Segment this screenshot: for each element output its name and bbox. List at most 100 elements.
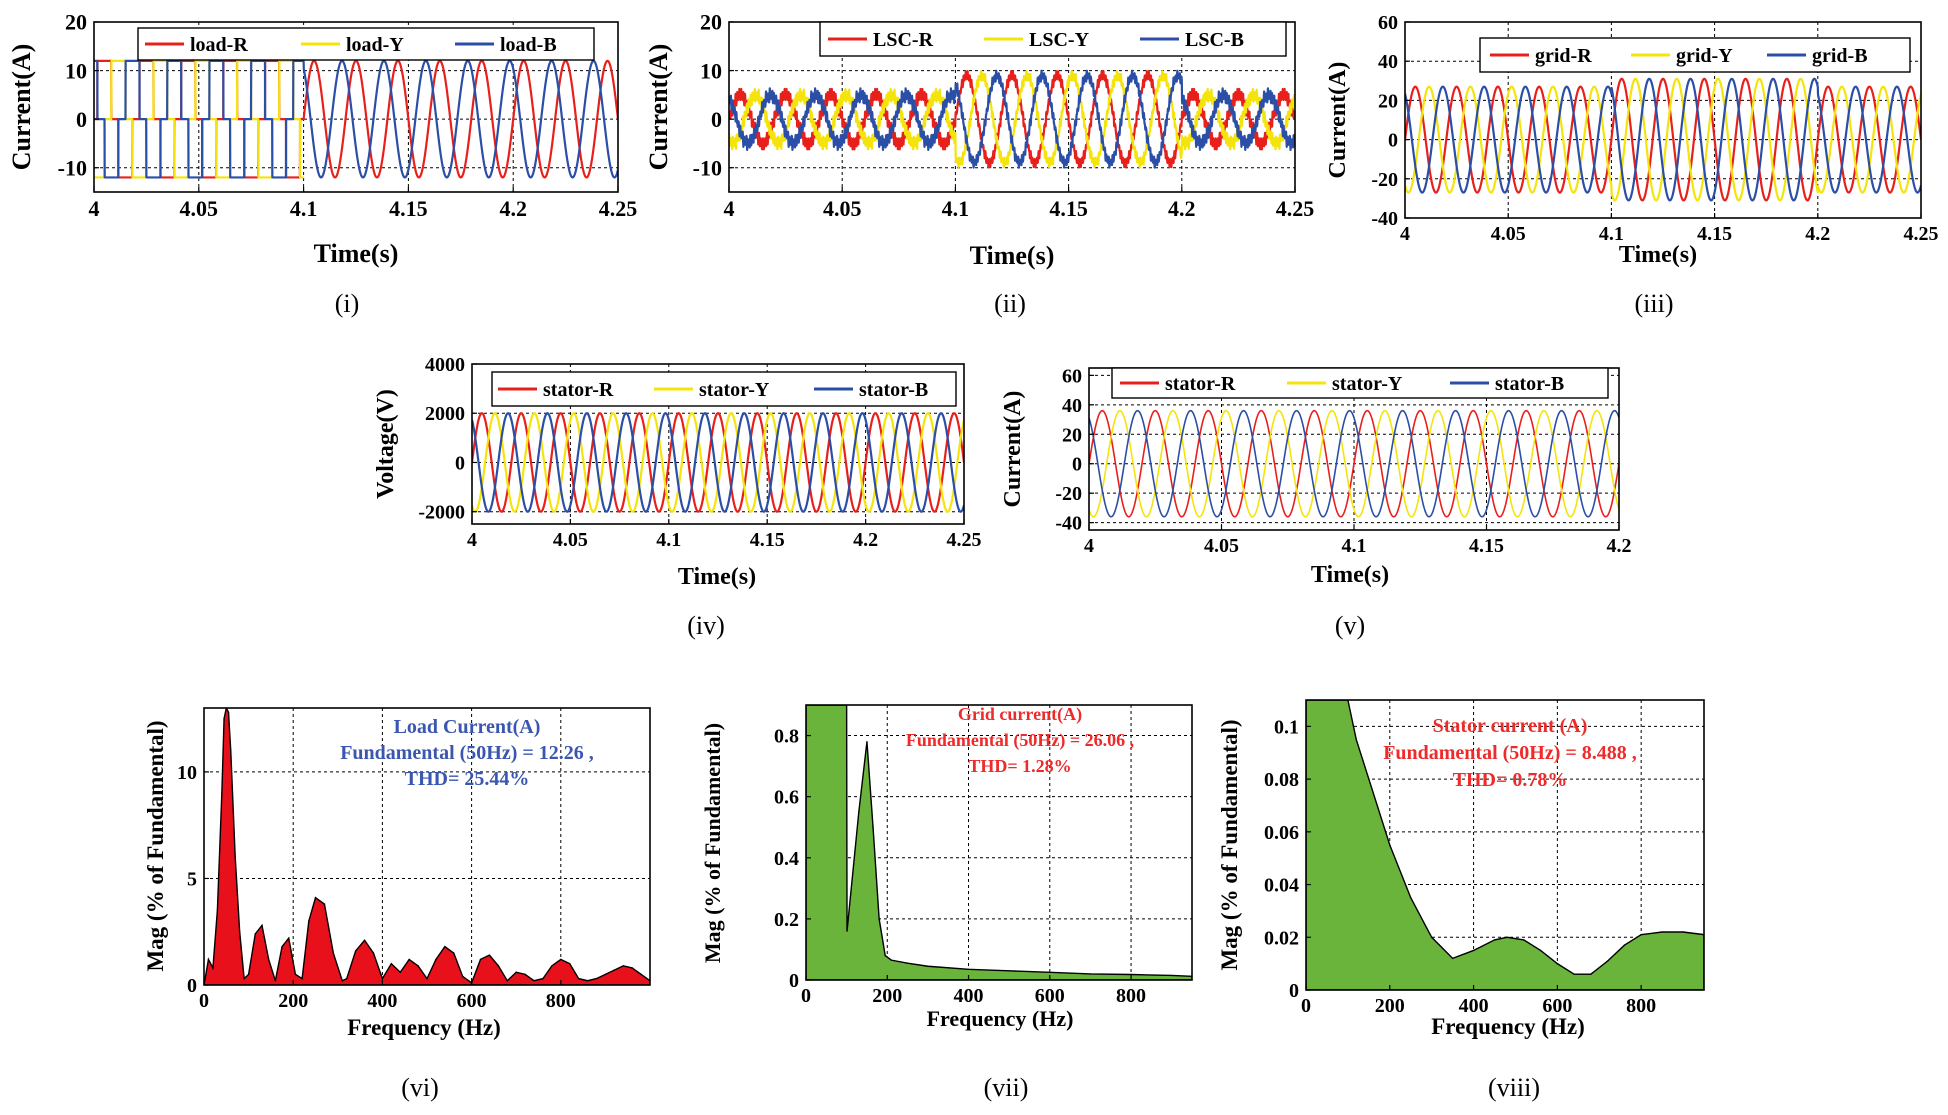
- spectrum-point: [622, 965, 625, 967]
- legend: grid-R grid-Y grid-B: [1479, 37, 1911, 73]
- y-axis-label: Current(A): [7, 44, 36, 171]
- axes-frame: [1404, 21, 1922, 219]
- x-tick-label: 4.25: [947, 529, 982, 551]
- x-tick-label: 4.15: [1697, 223, 1732, 245]
- spectrum-point: [1130, 973, 1132, 976]
- y-axis-label: Mag (% of Fundamental): [700, 723, 725, 963]
- spectrum-point: [967, 968, 970, 971]
- legend: load-R load-Y load-B: [137, 27, 595, 61]
- x-tick-label: 4.25: [599, 196, 638, 221]
- spectrum-point: [884, 954, 887, 957]
- grid: [204, 708, 650, 985]
- annotation-line: Fundamental (50Hz) = 8.488 ,: [1383, 742, 1637, 764]
- x-tick-label: 4.05: [1204, 535, 1239, 557]
- spectrum-point: [1089, 973, 1092, 975]
- x-tick-label: 4.1: [656, 529, 681, 551]
- spectrum-point: [341, 979, 344, 982]
- legend-box: [137, 27, 595, 61]
- y-tick-label: 20: [700, 10, 722, 35]
- spectrum-point: [613, 969, 616, 971]
- legend-box: [1111, 367, 1609, 399]
- panel-caption: (i): [335, 289, 360, 318]
- x-axis-label: Frequency (Hz): [927, 1006, 1074, 1031]
- y-tick-label: 0: [711, 107, 722, 132]
- spectrum-point: [1355, 738, 1358, 741]
- spectrum-point: [568, 962, 571, 965]
- x-tick-label: 4.2: [1607, 535, 1632, 557]
- spectrum-point: [846, 930, 848, 932]
- spectrum-point: [595, 977, 598, 980]
- legend-box: [491, 371, 957, 407]
- spectrum-point: [301, 977, 303, 980]
- legend-label-grid-Y: grid-Y: [1676, 45, 1733, 67]
- spectrum-point: [1409, 896, 1412, 899]
- spectrum-point: [238, 930, 241, 933]
- x-tick-label: 4: [1400, 223, 1410, 245]
- spectrum-point: [1506, 936, 1508, 939]
- spectrum-point: [586, 979, 589, 982]
- chart-panel-iii: 4 4.05 4.1 4.15 4.2 4.25 -40 -20 0 20 40 60 Time(s) C…: [1325, 12, 1939, 318]
- x-tick-label: 400: [954, 985, 984, 1007]
- legend-label-grid-B: grid-B: [1812, 45, 1868, 67]
- legend-label-LSC-R: LSC-R: [873, 29, 934, 51]
- panel-caption: (vi): [401, 1073, 439, 1102]
- spectrum-point: [866, 740, 868, 743]
- legend-label-stator-Y: stator-Y: [1332, 373, 1403, 395]
- spectrum-point: [524, 973, 526, 976]
- x-tick-label: 4.2: [1168, 196, 1196, 221]
- x-tick-label: 600: [1035, 985, 1065, 1007]
- x-tick-label: 4.05: [1491, 223, 1526, 245]
- spectrum-point: [1368, 778, 1370, 780]
- spectrum-point: [506, 979, 509, 982]
- x-tick-label: 4.1: [942, 196, 970, 221]
- spectrum-point: [640, 973, 642, 976]
- spectrum-point: [577, 977, 580, 980]
- y-tick-label: 10: [65, 58, 87, 83]
- x-tick-label: 4.15: [750, 529, 785, 551]
- spectrum-point: [542, 977, 544, 980]
- y-tick-label: 4000: [425, 354, 465, 376]
- spectrum-point: [1606, 960, 1609, 962]
- annotation-line: THD= 25.44%: [405, 768, 530, 790]
- spectrum-point: [294, 973, 297, 976]
- spectrum-point: [533, 979, 535, 982]
- spectrum-point: [461, 975, 464, 978]
- y-tick-label: 10: [700, 58, 722, 83]
- y-tick-label: 0: [76, 107, 87, 132]
- spectrum-point: [323, 903, 326, 905]
- plot-area: [204, 708, 650, 985]
- legend-box: [1479, 37, 1911, 73]
- y-tick-label: 20: [1378, 90, 1398, 112]
- series-line-stator-B: [1089, 409, 1619, 518]
- spectrum-point: [234, 856, 237, 858]
- spectrum-point: [1430, 936, 1433, 939]
- y-tick-label: 0: [1072, 454, 1082, 476]
- spectrum-point: [1008, 970, 1010, 972]
- spectrum-point: [381, 977, 384, 980]
- x-axis-label: Time(s): [1619, 242, 1697, 268]
- spectrum-point: [1640, 933, 1642, 936]
- panel-caption: (viii): [1488, 1073, 1540, 1102]
- spectrum-point: [631, 967, 633, 969]
- plot-area: [806, 705, 1192, 980]
- series-line-grid-B: [1405, 77, 1921, 202]
- chart-panel-vii: 0 200 400 600 800 0 0.2 0.4 0.6 0.8 Frequency (Hz)…: [700, 704, 1193, 1102]
- grid: [806, 705, 1192, 980]
- x-tick-label: 4: [724, 196, 735, 221]
- chart-panel-viii: 0 200 400 600 800 0 0.02 0.04 0.06 0.08 0.1 Frequen…: [1217, 699, 1705, 1102]
- x-tick-label: 4.2: [853, 529, 878, 551]
- x-tick-label: 800: [1626, 995, 1656, 1017]
- y-tick-label: 40: [1062, 395, 1082, 417]
- spectrum-point: [497, 965, 500, 967]
- annotation-line: Stator current (A): [1433, 715, 1588, 737]
- spectrum-point: [890, 959, 893, 961]
- annotation-line: THD= 0.78%: [1453, 769, 1568, 791]
- spectrum-point: [408, 958, 410, 961]
- spectrum-point: [1388, 844, 1391, 846]
- y-axis-label: Mag (% of Fundamental): [1217, 719, 1242, 970]
- x-tick-label: 400: [1459, 995, 1489, 1017]
- legend-label-stator-R: stator-R: [543, 379, 614, 401]
- spectrum-point: [229, 749, 232, 752]
- legend: LSC-R LSC-Y LSC-B: [819, 21, 1287, 57]
